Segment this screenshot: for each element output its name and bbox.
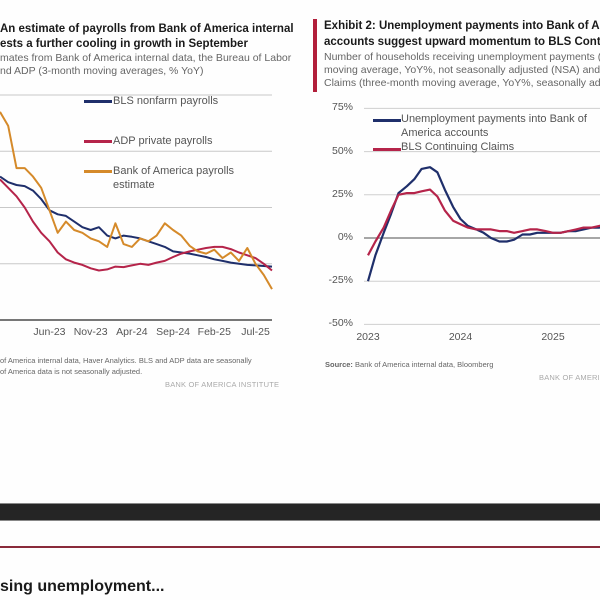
- right-source-text: Bank of America internal data, Bloomberg: [352, 360, 494, 369]
- right-x-tick-label: 2024: [448, 331, 473, 343]
- legend-label-boa-estimate: Bank of America payrolls estimate: [113, 165, 235, 191]
- left-x-tick-label: Jun-23: [33, 326, 66, 338]
- legend-label-bls-nonfarm: BLS nonfarm payrolls: [113, 95, 219, 107]
- left-x-tick-label: Sep-24: [156, 326, 191, 338]
- left-chart-title-line2: ests a further cooling in growth in Sept…: [0, 38, 248, 50]
- legend-swatch-adp: [84, 140, 112, 143]
- right-source-label: Source:: [325, 360, 353, 369]
- right-x-tick-label: 2025: [541, 331, 565, 343]
- right-chart-subtitle-line3: Claims (three-month moving average, YoY%…: [324, 77, 600, 89]
- legend-swatch-boa-estimate: [84, 170, 112, 173]
- right-y-tick-label: 0%: [337, 231, 353, 243]
- left-brand-label: BANK OF AMERICA INSTITUTE: [165, 380, 280, 389]
- right-series-line-0: [366, 166, 600, 282]
- left-x-tick-label: Nov-23: [73, 326, 108, 338]
- legend-label-unemployment-payments: Unemployment payments into Bank of Ameri…: [401, 113, 587, 139]
- legend-swatch-unemployment-payments: [373, 119, 401, 122]
- right-brand-label: BANK OF AMERIC: [539, 373, 600, 382]
- right-chart-subtitle-line1: Number of households receiving unemploym…: [324, 51, 600, 63]
- dark-divider-band: [0, 503, 600, 521]
- right-chart-title-line1: Exhibit 2: Unemployment payments into Ba…: [324, 20, 600, 32]
- left-series-line-2: [0, 111, 273, 290]
- left-chart-title-line1: An estimate of payrolls from Bank of Ame…: [0, 23, 294, 35]
- left-chart: [0, 94, 273, 321]
- right-y-tick-label: -50%: [328, 317, 353, 330]
- exhibit-accent-bar: [313, 19, 317, 92]
- left-source-line1: of America internal data, Haver Analytic…: [0, 356, 252, 365]
- right-chart: [364, 107, 600, 325]
- left-chart-subtitle-line2: nd ADP (3-month moving averages, % YoY): [0, 65, 204, 77]
- right-y-tick-label: 50%: [331, 144, 353, 157]
- right-chart-subtitle-line2: moving average, YoY%, not seasonally adj…: [324, 64, 600, 76]
- left-chart-subtitle-line1: mates from Bank of America internal data…: [0, 52, 292, 64]
- right-y-tick-label: 25%: [331, 187, 353, 200]
- section-heading: sing unemployment...: [0, 578, 165, 595]
- legend-swatch-bls-nonfarm: [84, 100, 112, 103]
- right-chart-title-line2: accounts suggest upward momentum to BLS …: [324, 36, 600, 48]
- right-y-tick-label: 75%: [331, 101, 353, 114]
- legend-label-bls-continuing-claims: BLS Continuing Claims: [401, 141, 515, 153]
- right-x-tick-label: 2023: [356, 331, 380, 343]
- section-rule: [0, 546, 600, 548]
- right-source: Source: Bank of America internal data, B…: [325, 359, 493, 370]
- left-x-tick-label: Apr-24: [116, 326, 148, 338]
- left-x-tick-label: Jul-25: [241, 326, 270, 338]
- left-source-line2: of America data is not seasonally adjust…: [0, 367, 143, 376]
- legend-swatch-bls-continuing-claims: [373, 148, 401, 151]
- left-x-tick-label: Feb-25: [197, 326, 231, 338]
- right-series-line-1: [367, 188, 600, 256]
- right-y-tick-label: -25%: [328, 274, 353, 287]
- legend-label-adp: ADP private payrolls: [113, 135, 213, 147]
- left-series-line-1: [0, 178, 273, 272]
- left-series-line-0: [0, 175, 273, 268]
